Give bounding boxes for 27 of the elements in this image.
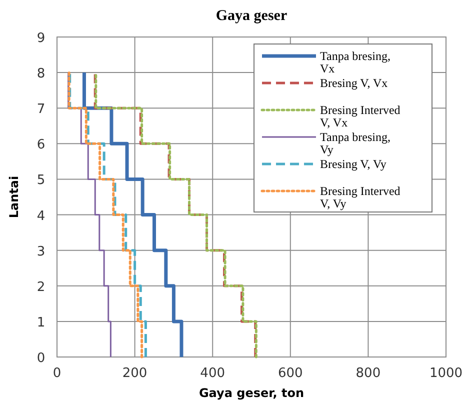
y-tick-label: 0: [36, 351, 46, 366]
line-series: [68, 72, 112, 358]
y-axis-title: Lantai: [7, 176, 21, 218]
legend-label: Bresing V, Vx: [320, 76, 388, 90]
y-tick-label: 4: [36, 208, 46, 224]
x-tick-label: 200: [122, 366, 148, 381]
x-tick-label: 0: [52, 366, 62, 381]
x-tick-label: 800: [356, 366, 381, 381]
y-tick-label: 1: [36, 315, 46, 330]
x-tick-label: 400: [200, 366, 226, 381]
legend-label: Bresing Interved V, Vx: [320, 103, 400, 130]
x-tick-label: 1000: [429, 366, 463, 381]
y-tick-label: 3: [36, 244, 46, 260]
x-axis-title: Gaya geser, ton: [198, 386, 304, 400]
y-tick-label: 9: [36, 31, 46, 46]
y-tick-label: 2: [36, 280, 46, 295]
y-tick-label: 8: [36, 66, 46, 82]
x-tick-label: 600: [278, 366, 303, 381]
legend-label: Tanpa bresing, Vy: [320, 130, 390, 156]
y-tick-label: 5: [36, 173, 46, 188]
chart-title: Gaya geser: [216, 8, 288, 24]
legend-label: Bresing V, Vy: [320, 157, 386, 171]
legend-label: Bresing Interved V, Vy: [320, 184, 400, 210]
legend-label: Tanpa bresing, Vx: [320, 49, 390, 76]
line-series: [82, 70, 184, 359]
y-tick-label: 7: [36, 102, 46, 118]
y-tick-label: 6: [36, 138, 46, 153]
